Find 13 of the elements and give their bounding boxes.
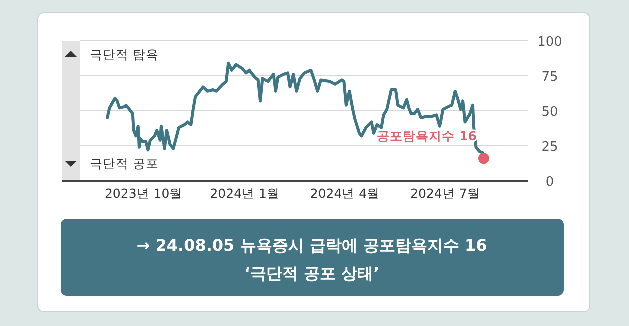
- x-tick-label: 2024년 4월: [310, 186, 380, 201]
- y-tick-label: 25: [542, 140, 558, 155]
- x-tick-label: 2024년 7월: [410, 186, 480, 201]
- x-tick-label: 2023년 10월: [104, 186, 183, 201]
- y-tick-label: 100: [538, 35, 562, 50]
- text: → 24.08.05 뉴욕증시 급락에 공포탐욕지수 16: [136, 236, 488, 255]
- annotation: 극단적 공포: [90, 156, 159, 171]
- text: ‘극단적 공포 상태’: [244, 264, 380, 283]
- y-tick-label: 75: [542, 70, 558, 85]
- annotation: 극단적 탐욕: [90, 47, 159, 62]
- x-tick-label: 2024년 1월: [210, 186, 280, 201]
- y-tick-label: 50: [542, 105, 558, 120]
- y-tick-label: 0: [546, 175, 554, 190]
